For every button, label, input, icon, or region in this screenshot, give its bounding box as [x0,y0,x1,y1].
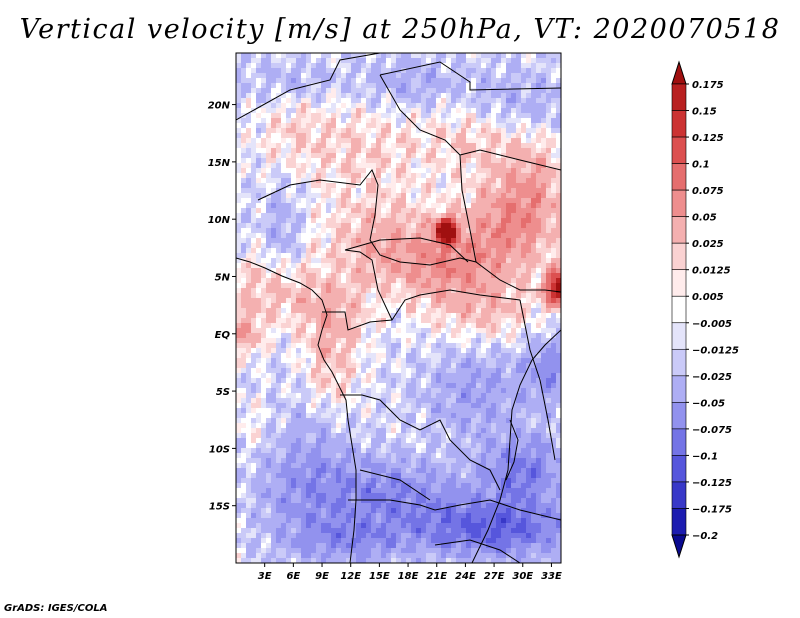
colorbar-label: −0.075 [692,425,732,436]
colorbar-swatch [671,216,687,244]
y-tick-label: 10N [208,215,231,226]
colorbar-label: −0.025 [692,372,732,383]
southern-border-2 [434,539,521,563]
colorbar-label: −0.1 [692,451,718,462]
colorbar-swatch [671,455,687,483]
y-tick-label: 10S [209,444,230,455]
y-axis: 20N 15N 10N 5N EQ 5S 10S 15S [208,101,236,513]
colorbar-label: −0.2 [692,531,718,542]
southern-border-1 [348,499,561,521]
congo-border-1 [322,289,521,331]
x-tick-label: 15E [369,571,390,582]
plot-frame [235,52,562,564]
x-tick-label: 24E [455,571,476,582]
country-borders [236,53,561,563]
x-tick-label: 27E [484,571,505,582]
x-tick-label: 6E [286,571,300,582]
colorbar-label: 0.1 [692,160,710,171]
colorbar-label: −0.0125 [692,345,739,356]
chart-title: Vertical velocity [m/s] at 250hPa, VT: 2… [19,14,781,45]
colorbar-swatch [671,189,687,217]
colorbar-label: 0.15 [692,107,717,118]
colorbar-swatch [671,481,687,509]
colorbar-swatch [671,110,687,138]
x-tick-label: 12E [340,571,361,582]
colorbar-swatch [671,348,687,377]
colorbar-label: 0.025 [692,239,724,250]
x-tick-label: 18E [398,571,419,582]
east-border [519,299,556,461]
car-border [344,237,469,263]
sahara-border-3 [379,61,561,91]
colorbar-label: −0.175 [692,504,732,515]
x-tick-label: 3E [258,571,272,582]
y-tick-label: EQ [215,330,231,341]
coastline [236,257,357,563]
colorbar-swatch [671,83,687,111]
x-tick-label: 30E [512,571,533,582]
colorbar-legend: 0.175 0.15 0.125 0.1 0.075 0.05 0.025 0.0125 0.0… [671,60,739,559]
colorbar-swatch [671,136,687,164]
congo-border-2 [340,394,501,491]
colorbar-label: 0.05 [692,213,717,224]
colorbar-swatch [671,428,687,456]
y-tick-label: 15N [208,158,231,169]
colorbar-swatch [671,508,687,536]
colorbar-label: 0.075 [692,186,724,197]
sahel-border [257,169,561,293]
colorbar-swatch [671,269,687,297]
colorbar-swatch [671,322,687,350]
colorbar-swatch [671,375,687,403]
x-tick-label: 33E [541,571,562,582]
x-axis: 3E 6E 9E 12E 15E 18E 21E 24E 27E 30E 33E [258,563,562,582]
southern-border-3 [359,469,431,501]
colorbar-label: 0.175 [692,80,724,91]
colorbar-label: 0.0125 [692,266,731,277]
colorbar-swatch [671,295,687,324]
colorbar-label: 0.005 [692,292,724,303]
colorbar-label: −0.125 [692,478,732,489]
sahara-border-1 [236,53,381,121]
x-tick-label: 21E [426,571,447,582]
y-tick-label: 15S [209,502,230,513]
colorbar-swatch [671,402,687,430]
colorbar-label: −0.05 [692,398,725,409]
x-tick-label: 9E [315,571,329,582]
colorbar-swatch [671,242,687,271]
sudan-border [459,149,561,171]
y-tick-label: 20N [208,101,231,112]
colorbar-label: 0.125 [692,133,724,144]
coastline-east [471,329,561,563]
colorbar-min-arrow [671,534,687,559]
y-tick-label: 5S [216,387,230,398]
colorbar-max-arrow [671,60,687,85]
y-tick-label: 5N [215,272,231,283]
colorbar-swatch [671,163,687,191]
colorbar-label: −0.005 [692,319,732,330]
velocity-field [236,53,561,563]
grads-credit: GrADS: IGES/COLA [4,603,108,614]
gabon-border [344,249,393,321]
lake-region [505,419,519,481]
sahara-border-2 [379,74,477,263]
